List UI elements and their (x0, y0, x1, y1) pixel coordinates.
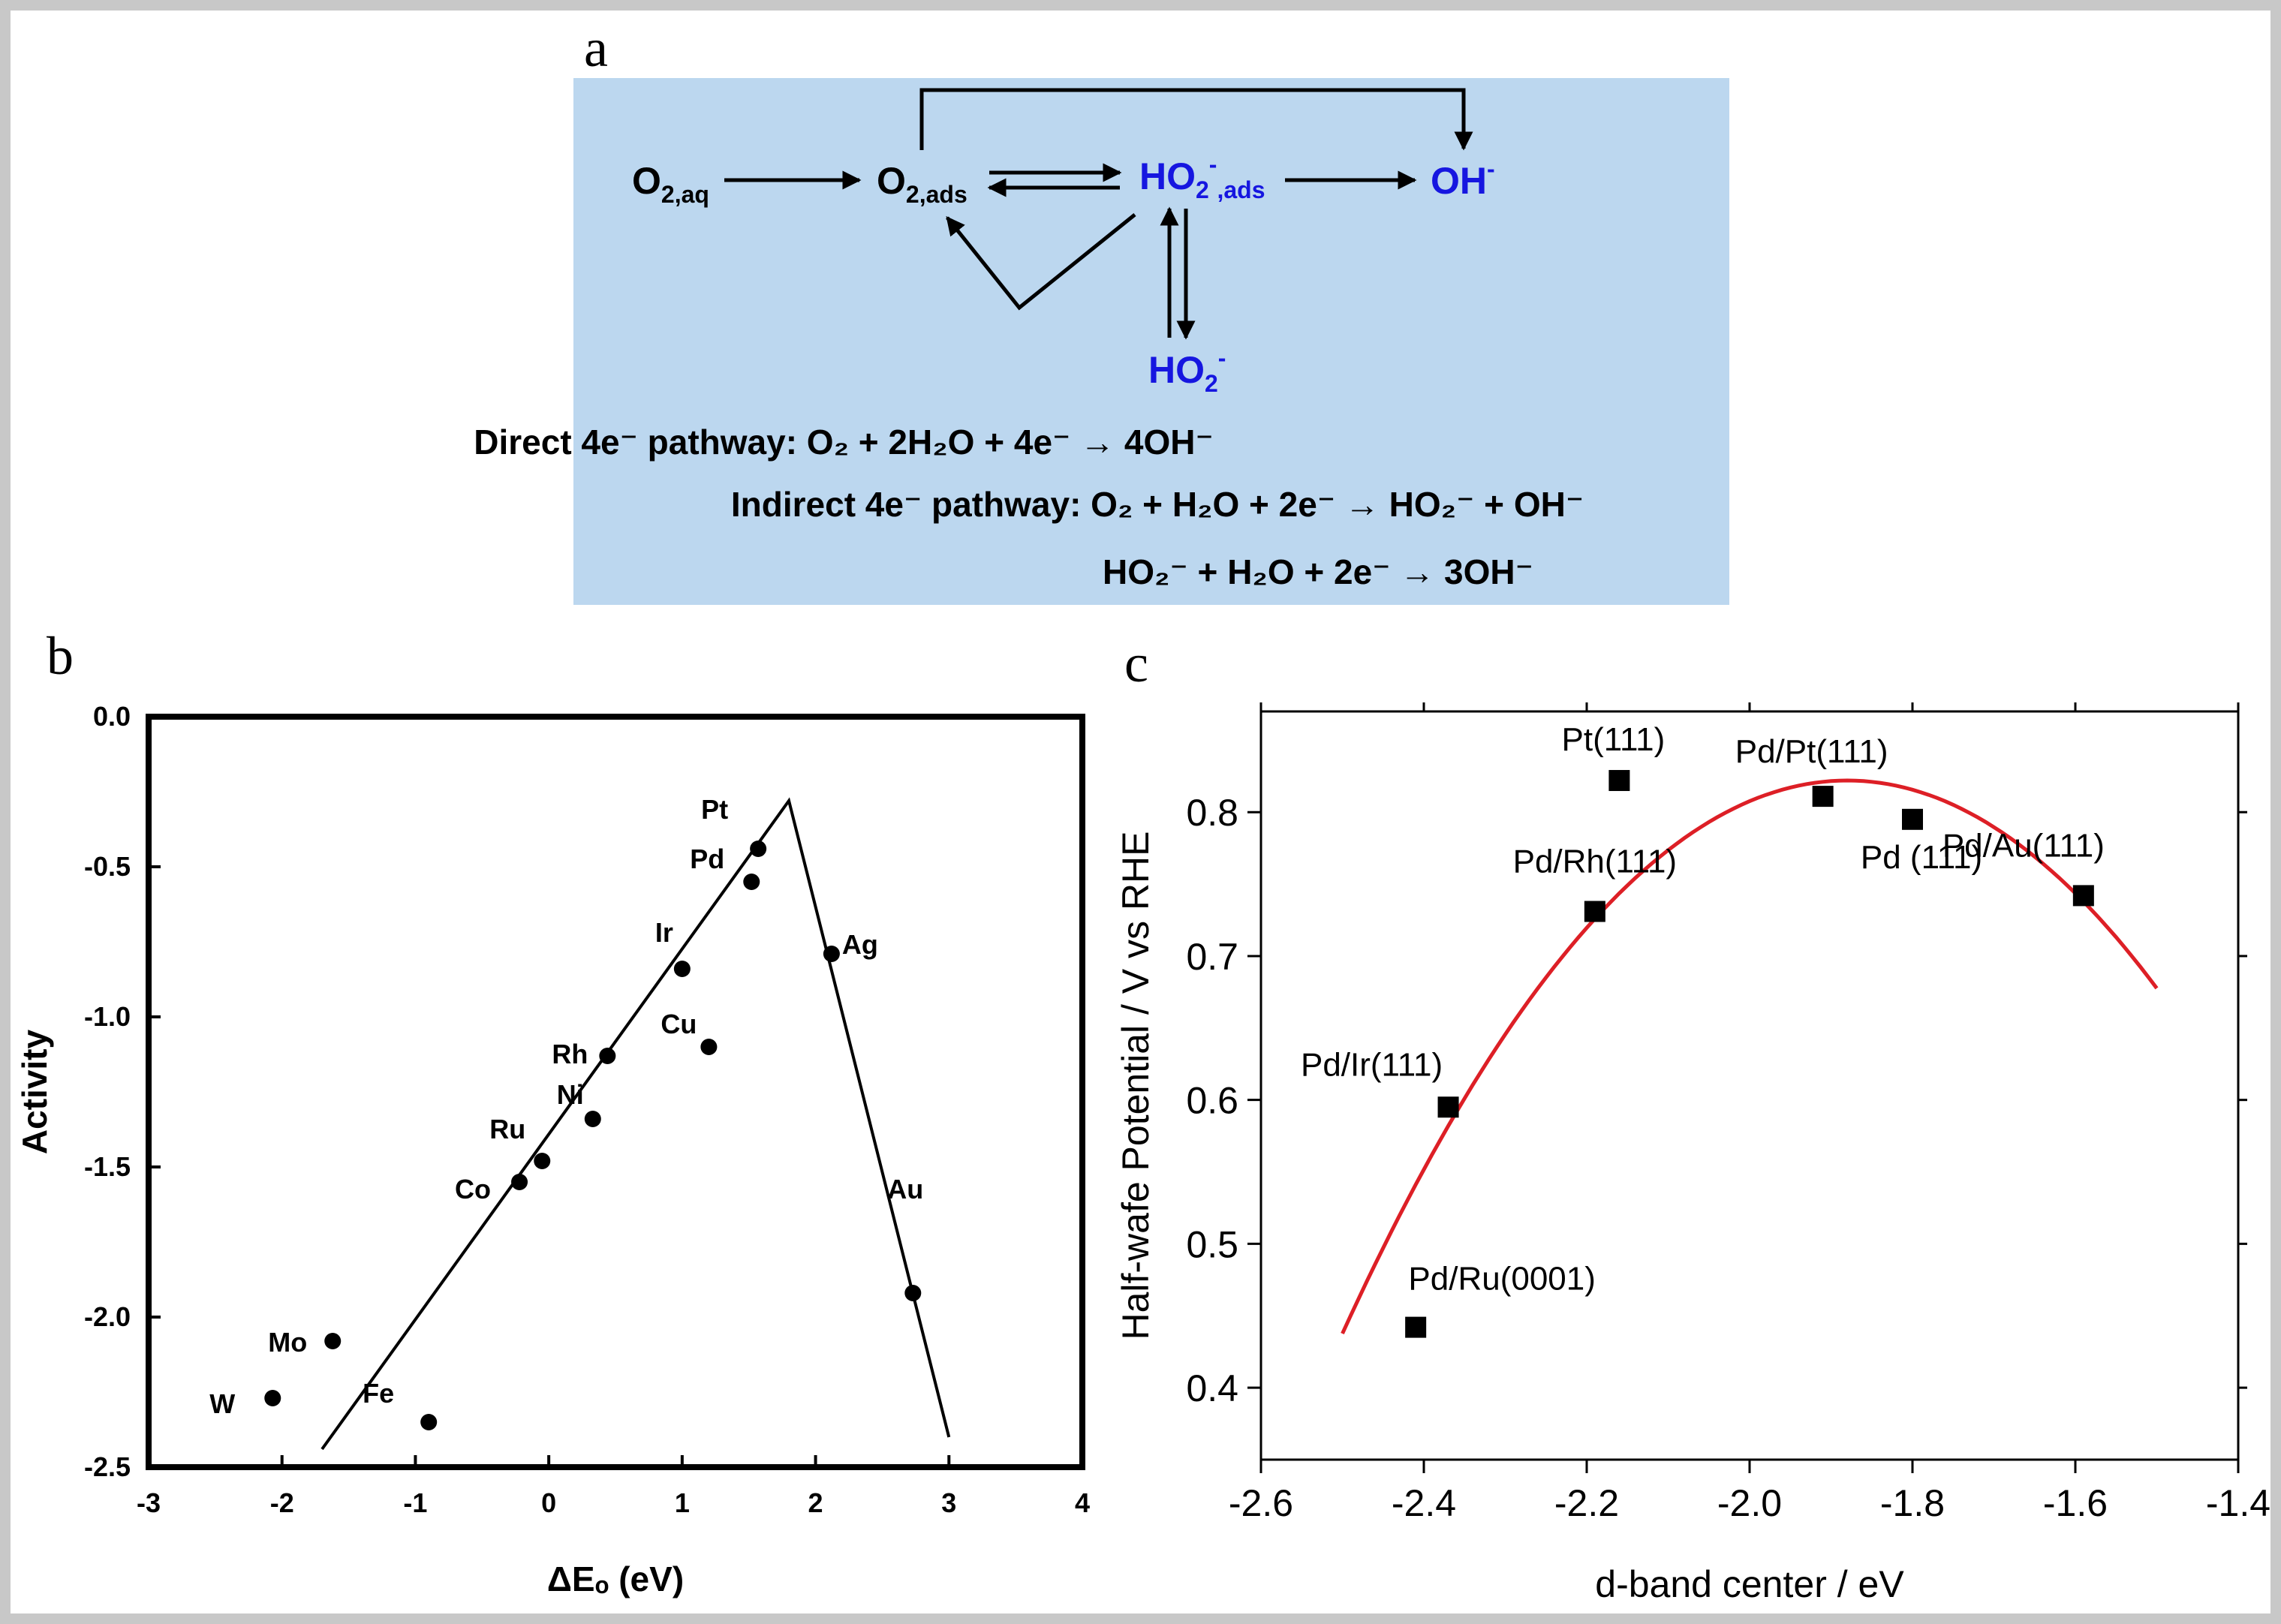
chart-b-x-axis-label: ΔEₒ (eV) (547, 1559, 684, 1598)
chart-c-x-tick-label: -1.6 (2043, 1482, 2108, 1524)
chart-b-y-axis-label: Activity (15, 1030, 54, 1155)
chart-c-y-tick-label: 0.7 (1186, 936, 1238, 978)
chart-c-x-tick-label: -2.4 (1392, 1482, 1456, 1524)
chart-b-y-tick-label: 0.0 (93, 701, 131, 732)
chart-b-y-tick-label: -1.0 (84, 1001, 131, 1032)
chart-b-x-tick-label: 0 (541, 1487, 556, 1518)
chart-b-point-label: Fe (363, 1378, 394, 1409)
chart-b-y-tick-label: -2.0 (84, 1301, 131, 1332)
chart-c-point-marker (2072, 885, 2094, 907)
chart-b-point-label: Pd (690, 844, 724, 874)
reaction-scheme: O2,aq O2,ads HO2-,ads OH- HO2- Direct 4e… (474, 78, 1729, 605)
chart-c-y-tick-label: 0.5 (1186, 1223, 1238, 1265)
panel-label-a: a (584, 18, 608, 78)
chart-b-point-label: Ir (655, 917, 673, 948)
equation-indirect-2: HO₂⁻ + H₂O + 2e⁻ → 3OH⁻ (1103, 552, 1533, 591)
chart-b-point-ir (673, 961, 691, 977)
chart-b-point-rh (599, 1048, 616, 1064)
chart-b-x-tick-label: -3 (137, 1487, 161, 1518)
arrow-direct-to-oh (919, 88, 1473, 151)
scheme-arrows (724, 88, 1473, 340)
chart-b-point-label: Pt (701, 794, 728, 825)
chart-b-y-tick-label: -2.5 (84, 1451, 131, 1482)
chart-b-plot-frame (146, 714, 1085, 1470)
chart-b-activity-volcano: -3 -2 -1 0 1 2 3 4 0.0 -0.5 -1.0 -1.5 -2.0 -2.5 ΔEₒ (e… (15, 701, 1090, 1598)
chart-b-point-fe (420, 1414, 438, 1430)
chart-c-point-label: Pd/Ru(0001) (1408, 1261, 1595, 1298)
chart-b-point-au (904, 1285, 922, 1301)
chart-b-x-tick-label: 2 (808, 1487, 823, 1518)
chart-b-point-label: W (209, 1388, 235, 1419)
chart-c-point-marker (1902, 808, 1923, 830)
chart-b-point-label: Ni (557, 1079, 584, 1110)
equation-direct: Direct 4e⁻ pathway: O₂ + 2H₂O + 4e⁻ → 4O… (474, 423, 1214, 462)
chart-b-point-label: Au (887, 1174, 923, 1204)
panel-label-b: b (47, 626, 74, 686)
chart-c-d-band: -2.6 -2.4 -2.2 -2.0 -1.8 -1.6 -1.4 0.4 0.5 0.6 0.7… (1115, 702, 2270, 1605)
species-ho2-ads: HO2-,ads (1139, 151, 1265, 203)
chart-c-point-marker (1812, 786, 1834, 807)
chart-b-point-pd (743, 874, 760, 890)
chart-c-fit-curve (1341, 778, 2159, 1335)
chart-b-volcano-line (320, 797, 951, 1451)
chart-c-point-label: Pd/Au(111) (1942, 827, 2105, 864)
chart-c-y-tick-label: 0.6 (1186, 1080, 1238, 1122)
species-o2-aq: O2,aq (632, 160, 709, 208)
chart-b-x-tick-label: 1 (675, 1487, 690, 1518)
chart-c-point-label: Pd (111) (1861, 839, 1982, 876)
chart-b-point-mo (324, 1333, 342, 1349)
chart-c-point-label: Pd/Rh(111) (1513, 844, 1677, 880)
chart-b-y-tick-label: -1.5 (84, 1151, 131, 1182)
chart-b-x-tick-label: 4 (1075, 1487, 1090, 1518)
chart-c-x-tick-label: -2.2 (1554, 1482, 1619, 1524)
chart-b-point-w (264, 1390, 281, 1406)
chart-b-point-ru (534, 1153, 551, 1169)
chart-b-y-tick-label: -0.5 (84, 851, 131, 882)
chart-b-point-label: Co (455, 1174, 491, 1204)
arrow-return-loop (946, 213, 1136, 311)
chart-b-point-label: Rh (552, 1039, 588, 1069)
chart-c-y-tick-label: 0.4 (1186, 1367, 1238, 1409)
chart-c-point-marker (1608, 770, 1630, 792)
chart-b-point-label: Cu (661, 1009, 697, 1039)
chart-c-point-label: Pd/Ir(111) (1301, 1046, 1443, 1083)
chart-c-point-marker (1405, 1316, 1427, 1338)
scheme-background (573, 78, 1729, 605)
chart-c-x-tick-label: -2.6 (1229, 1482, 1293, 1524)
chart-b-point-label: Mo (268, 1327, 307, 1358)
chart-b-x-tick-label: -1 (403, 1487, 427, 1518)
chart-c-y-axis-label: Half-wafe Potential / V vs RHE (1115, 831, 1157, 1340)
species-oh: OH- (1431, 155, 1495, 202)
chart-b-point-ni (584, 1111, 601, 1127)
chart-c-point-label: Pd/Pt(111) (1735, 733, 1888, 770)
chart-c-x-tick-label: -1.4 (2206, 1482, 2270, 1524)
chart-c-point-marker (1584, 901, 1605, 922)
chart-b-x-tick-label: -2 (270, 1487, 294, 1518)
chart-c-point-label: Pt(111) (1562, 721, 1666, 758)
chart-b-point-label: Ag (842, 929, 878, 960)
species-o2-ads: O2,ads (877, 160, 967, 208)
chart-b-x-tick-label: 3 (941, 1487, 956, 1518)
chart-c-y-tick-label: 0.8 (1186, 792, 1238, 834)
species-ho2: HO2- (1148, 344, 1226, 397)
chart-c-point-marker (1437, 1096, 1459, 1118)
chart-b-point-pt (750, 841, 767, 857)
panel-label-c: c (1124, 633, 1148, 693)
chart-c-x-tick-label: -1.8 (1880, 1482, 1945, 1524)
chart-c-x-tick-label: -2.0 (1717, 1482, 1782, 1524)
chart-b-point-ag (823, 946, 840, 962)
equation-indirect-1: Indirect 4e⁻ pathway: O₂ + H₂O + 2e⁻ → H… (731, 485, 1584, 524)
chart-c-plot-frame (1259, 710, 2240, 1461)
chart-c-x-axis-label: d-band center / eV (1595, 1563, 1904, 1605)
chart-b-point-cu (700, 1039, 718, 1055)
chart-b-point-label: Ru (489, 1114, 525, 1144)
chart-b-point-co (511, 1174, 528, 1190)
